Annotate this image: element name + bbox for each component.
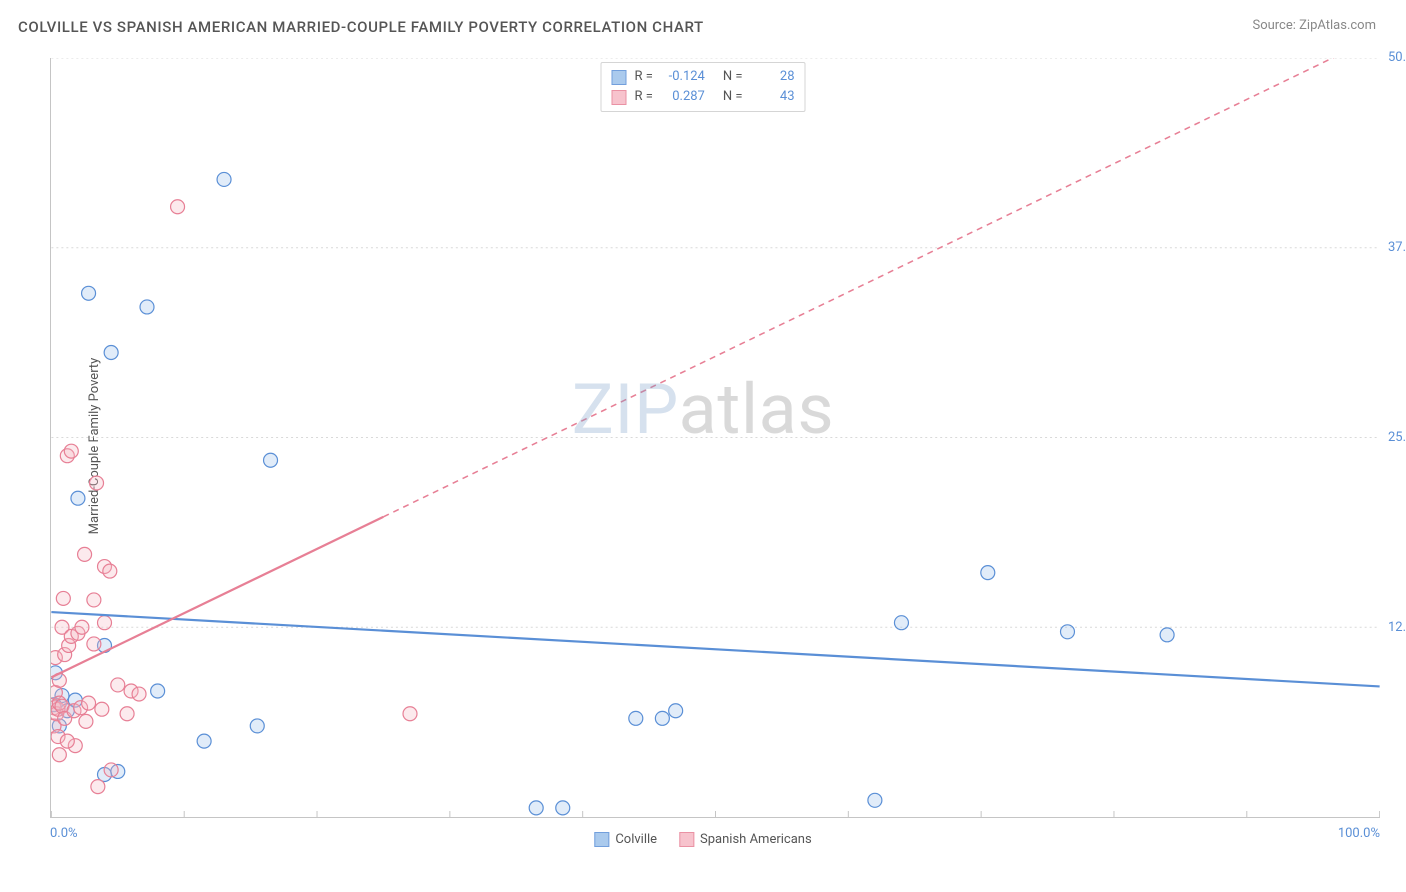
- data-point: [75, 620, 89, 634]
- data-point: [104, 346, 118, 360]
- data-point: [52, 748, 66, 762]
- x-tick-label: 0.0%: [50, 826, 78, 841]
- legend-swatch: [611, 90, 626, 105]
- data-point: [120, 707, 134, 721]
- data-point: [98, 616, 112, 630]
- trend-line: [51, 612, 1379, 686]
- legend-swatch: [611, 70, 626, 85]
- scatter-svg: [51, 58, 1380, 817]
- data-point: [629, 711, 643, 725]
- y-tick-label: 37.5%: [1388, 240, 1406, 255]
- plot-area: [50, 58, 1380, 818]
- series-legend-item: Colville: [594, 832, 657, 847]
- data-point: [56, 591, 70, 605]
- data-point: [71, 491, 85, 505]
- legend-r-value: 0.287: [659, 87, 705, 107]
- data-point: [78, 547, 92, 561]
- legend-swatch: [679, 832, 694, 847]
- y-tick-label: 50.0%: [1388, 50, 1406, 65]
- data-point: [111, 678, 125, 692]
- data-point: [103, 564, 117, 578]
- data-point: [403, 707, 417, 721]
- data-point: [556, 801, 570, 815]
- data-point: [171, 200, 185, 214]
- data-point: [250, 719, 264, 733]
- series-legend-item: Spanish Americans: [679, 832, 812, 847]
- data-point: [151, 684, 165, 698]
- legend-n-value: 43: [749, 87, 795, 107]
- trend-line: [51, 517, 383, 678]
- data-point: [95, 702, 109, 716]
- legend-row: R = 0.287 N = 43: [611, 87, 794, 107]
- data-point: [1160, 628, 1174, 642]
- data-point: [87, 593, 101, 607]
- data-point: [132, 687, 146, 701]
- correlation-legend: R = -0.124 N = 28 R = 0.287 N = 43: [600, 62, 805, 112]
- data-point: [868, 793, 882, 807]
- legend-r-label: R =: [634, 87, 652, 107]
- data-point: [79, 714, 93, 728]
- source-attribution: Source: ZipAtlas.com: [1252, 18, 1376, 33]
- data-point: [264, 453, 278, 467]
- data-point: [60, 734, 74, 748]
- data-point: [140, 300, 154, 314]
- data-point: [197, 734, 211, 748]
- legend-r-value: -0.124: [659, 67, 705, 87]
- data-point: [217, 172, 231, 186]
- series-label: Colville: [615, 832, 657, 847]
- data-point: [1060, 625, 1074, 639]
- data-point: [87, 637, 101, 651]
- y-tick-label: 12.5%: [1388, 620, 1406, 635]
- data-point: [90, 476, 104, 490]
- data-point: [529, 801, 543, 815]
- legend-row: R = -0.124 N = 28: [611, 67, 794, 87]
- data-point: [669, 704, 683, 718]
- legend-swatch: [594, 832, 609, 847]
- data-point: [981, 566, 995, 580]
- data-point: [82, 696, 96, 710]
- legend-n-value: 28: [749, 67, 795, 87]
- data-point: [655, 711, 669, 725]
- data-point: [82, 286, 96, 300]
- data-point: [894, 616, 908, 630]
- series-label: Spanish Americans: [700, 832, 812, 847]
- legend-r-label: R =: [634, 67, 652, 87]
- data-point: [64, 444, 78, 458]
- legend-n-label: N =: [723, 87, 743, 107]
- data-point: [104, 763, 118, 777]
- trend-line-extrapolated: [383, 58, 1379, 517]
- legend-n-label: N =: [723, 67, 743, 87]
- data-point: [91, 780, 105, 794]
- y-tick-label: 25.0%: [1388, 430, 1406, 445]
- x-tick-label: 100.0%: [1330, 826, 1380, 841]
- chart-title: COLVILLE VS SPANISH AMERICAN MARRIED-COU…: [18, 18, 704, 36]
- series-legend: Colville Spanish Americans: [594, 832, 811, 847]
